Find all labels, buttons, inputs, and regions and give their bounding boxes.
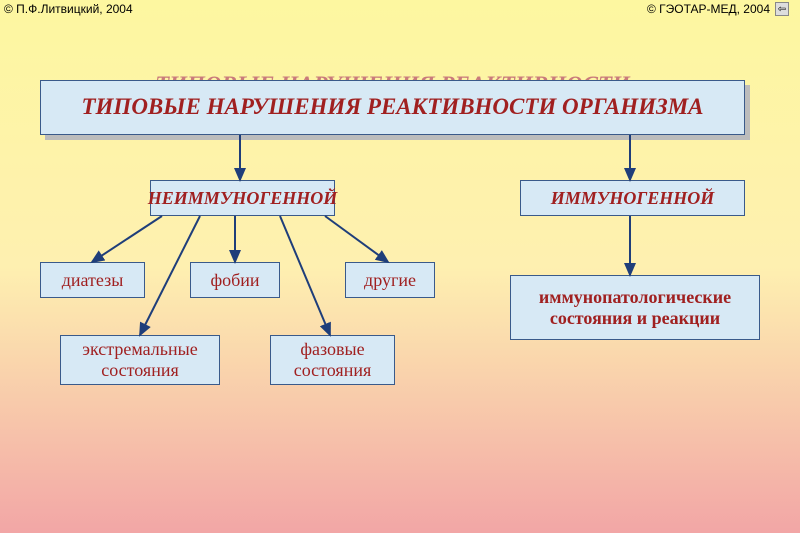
node-immunogennoy: ИММУНОГЕННОЙ (520, 180, 745, 216)
diagram-stage: © П.Ф.Литвицкий, 2004 © ГЭОТАР-МЕД, 2004… (0, 0, 800, 533)
node-fobii: фобии (190, 262, 280, 298)
node-neimmunogennoy: НЕИММУНОГЕННОЙ (150, 180, 335, 216)
node-fazovye: фазовые состояния (270, 335, 395, 385)
copyright-left: © П.Ф.Литвицкий, 2004 (4, 2, 133, 16)
title-box: ТИПОВЫЕ НАРУШЕНИЯ РЕАКТИВНОСТИ ОРГАНИЗМА (40, 80, 745, 135)
node-ekstremalnye: экстремальные состояния (60, 335, 220, 385)
node-drugie: другие (345, 262, 435, 298)
copyright-right: © ГЭОТАР-МЕД, 2004 (647, 2, 770, 16)
node-immunopatologicheskie: иммунопатологические состояния и реакции (510, 275, 760, 340)
nav-icon[interactable]: ⇦ (775, 2, 789, 16)
node-diatezy: диатезы (40, 262, 145, 298)
